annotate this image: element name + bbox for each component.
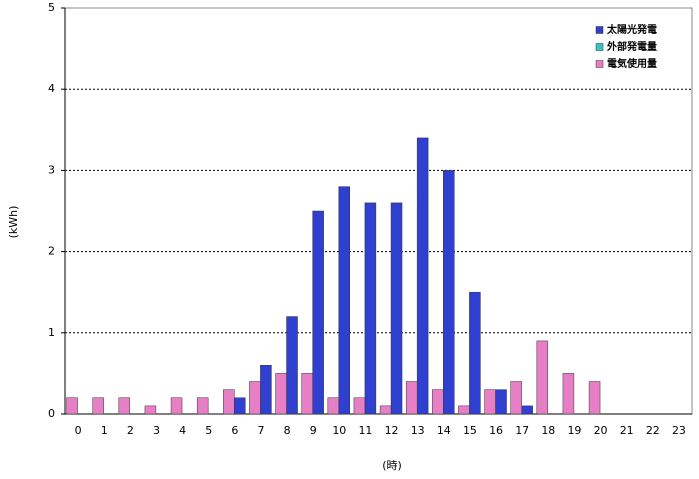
x-tick-label: 22 [646,424,660,437]
bar [484,389,496,415]
bar [379,405,392,415]
y-tick-label: 4 [48,82,55,95]
legend-label: 太陽光発電 [606,23,657,36]
bar [353,397,366,415]
x-tick-label: 18 [541,424,555,437]
bar [223,389,235,415]
x-tick-label: 8 [284,424,291,437]
x-tick-label: 3 [153,424,160,437]
bar [275,373,287,415]
bar [443,170,455,415]
bar [234,397,246,415]
bar [312,210,324,415]
bar [521,405,533,415]
x-tick-label: 5 [205,424,212,437]
bar [66,397,78,415]
y-tick-label: 2 [48,245,55,258]
bar [458,405,470,415]
bar [364,202,377,415]
x-tick-label: 7 [257,424,264,437]
x-axis-label: (時) [382,459,402,472]
x-tick-label: 13 [411,424,425,437]
bar [92,397,104,415]
x-tick-label: 0 [75,424,82,437]
x-tick-label: 19 [567,424,581,437]
x-tick-label: 23 [672,424,686,437]
legend-label: 外部発電量 [606,40,657,53]
x-tick-label: 16 [489,424,503,437]
legend-swatch [595,26,604,34]
x-tick-label: 4 [179,424,186,437]
bar [170,397,183,415]
bar [405,381,418,415]
y-tick-label: 5 [48,1,55,14]
bar [118,397,131,415]
bar [301,373,313,415]
bar [469,291,481,415]
legend-swatch [595,60,604,68]
bar [338,186,351,415]
bar [390,202,403,415]
x-tick-label: 21 [620,424,634,437]
bar [249,381,261,415]
x-tick-label: 1 [101,424,108,437]
bar [260,365,272,415]
x-tick-label: 10 [332,424,346,437]
y-tick-label: 3 [48,163,55,176]
x-tick-label: 15 [463,424,477,437]
y-axis-label: (kWh) [7,206,20,239]
bar [562,373,575,415]
y-tick-label: 1 [48,326,55,339]
bar [327,397,340,415]
bar [432,389,444,415]
legend-swatch [595,43,604,51]
x-tick-label: 11 [358,424,372,437]
x-tick-label: 20 [594,424,608,437]
bar [588,381,601,415]
bar [144,405,157,415]
plot-area [64,7,693,415]
bar [495,389,507,415]
x-tick-label: 17 [515,424,529,437]
bar [196,397,209,415]
x-tick-label: 9 [310,424,317,437]
bar [286,316,298,415]
x-tick-label: 2 [127,424,134,437]
x-tick-label: 14 [437,424,451,437]
x-tick-label: 6 [231,424,238,437]
y-tick-label: 0 [48,407,55,420]
bar [536,340,549,415]
legend-label: 電気使用量 [607,57,657,70]
bar [416,137,429,415]
bar [510,381,522,415]
x-tick-label: 12 [385,424,399,437]
